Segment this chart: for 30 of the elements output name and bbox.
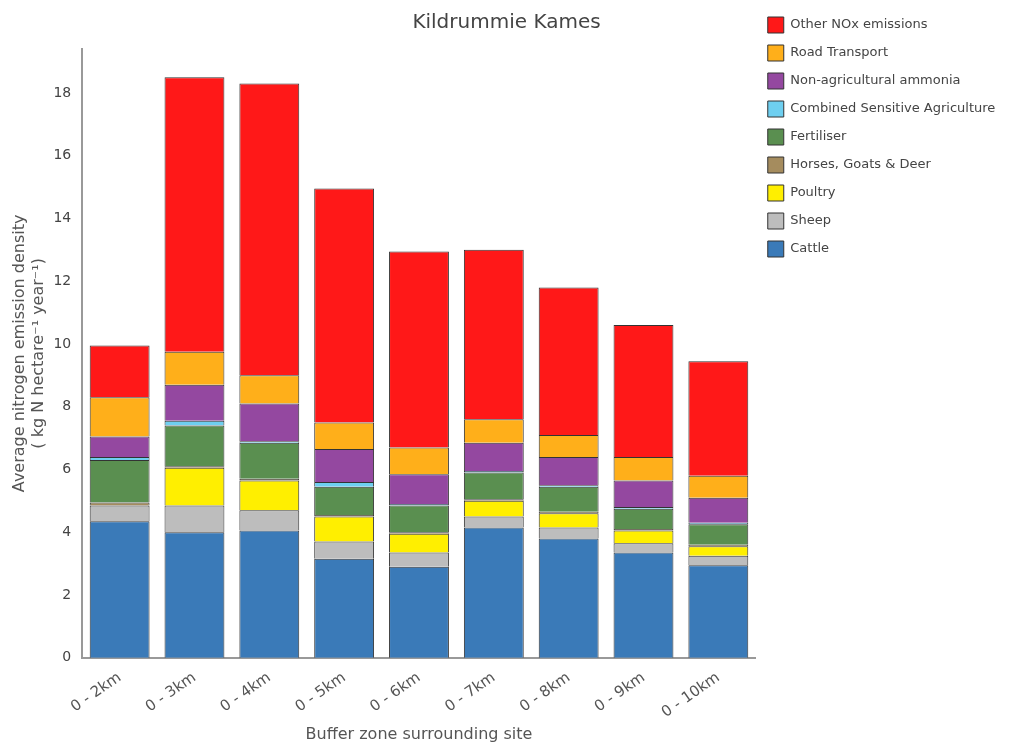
y-tick-label: 18: [53, 83, 72, 100]
legend-label: Poultry: [790, 184, 836, 200]
legend-label: Fertiliser: [790, 128, 848, 144]
y-axis-title: Average nitrogen emission density ( kg N hectare⁻¹ year⁻¹): [8, 214, 47, 493]
legend-label: Other NOx emissions: [790, 16, 928, 32]
legend-label: Non-agricultural ammonia: [790, 72, 961, 88]
x-tick-label: 0 - 6km: [366, 667, 424, 716]
y-tick-label: 14: [53, 209, 72, 226]
x-axis-title: Buffer zone surrounding site: [305, 723, 533, 743]
legend-label: Road Transport: [790, 44, 889, 60]
legend-label: Cattle: [790, 240, 830, 256]
x-tick-label: 0 - 3km: [141, 667, 199, 716]
legend-label: Combined Sensitive Agriculture: [790, 100, 996, 116]
x-tick-label: 0 - 7km: [441, 667, 499, 716]
x-tick-label: 0 - 9km: [590, 667, 649, 716]
legend-label: Sheep: [790, 212, 831, 228]
y-tick-label: 12: [53, 271, 72, 288]
y-tick-label: 8: [62, 397, 72, 414]
y-tick-label: 2: [62, 585, 72, 602]
x-tick-label: 0 - 4km: [216, 667, 274, 716]
chart-title: Kildrummie Kames: [412, 9, 601, 34]
y-tick-label: 6: [62, 460, 72, 477]
y-tick-label: 4: [62, 522, 72, 539]
x-tick-label: 0 - 5km: [291, 667, 349, 716]
x-tick-label: 0 - 2km: [66, 667, 125, 716]
y-tick-label: 10: [53, 334, 72, 351]
y-tick-label: 16: [53, 146, 72, 163]
legend-label: Horses, Goats & Deer: [790, 156, 932, 172]
y-tick-label: 0: [62, 648, 72, 665]
x-tick-label: 0 - 8km: [515, 667, 574, 716]
